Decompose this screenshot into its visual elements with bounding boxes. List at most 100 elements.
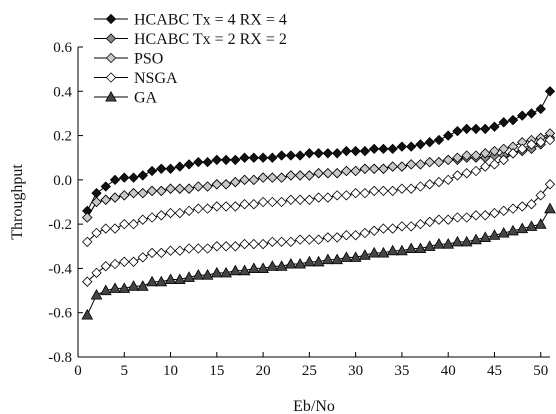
data-point: [91, 187, 102, 199]
data-point: [433, 214, 445, 225]
data-point: [498, 154, 509, 166]
data-point: [470, 123, 482, 135]
data-point: [322, 253, 334, 265]
data-point: [230, 176, 241, 188]
data-point: [341, 190, 352, 201]
legend-label: HCABC Tx = 2 RX = 2: [134, 31, 287, 48]
data-point: [350, 165, 361, 177]
data-point: [202, 181, 213, 192]
data-point: [433, 238, 445, 249]
data-point: [82, 276, 93, 287]
data-point: [461, 168, 472, 179]
data-point: [146, 212, 158, 223]
data-point: [230, 201, 241, 212]
data-point: [174, 245, 185, 256]
data-point: [312, 255, 325, 267]
data-point: [164, 273, 177, 285]
data-point: [470, 210, 482, 221]
data-point: [507, 114, 519, 126]
data-point: [276, 196, 287, 208]
data-point: [81, 308, 94, 320]
data-point: [257, 238, 269, 250]
data-point: [359, 227, 371, 239]
data-point: [331, 232, 343, 243]
data-point: [128, 218, 139, 230]
data-point: [368, 225, 380, 236]
data-point: [136, 280, 149, 291]
data-point: [452, 170, 463, 181]
data-point: [377, 246, 390, 258]
data-point: [331, 253, 344, 265]
data-point: [267, 236, 278, 248]
data-point: [488, 229, 501, 240]
data-point: [183, 243, 195, 254]
data-point: [239, 174, 250, 186]
data-point: [156, 185, 167, 197]
data-point: [368, 246, 381, 258]
data-point: [119, 190, 130, 201]
data-point: [526, 108, 537, 119]
data-point: [146, 275, 158, 287]
data-point: [386, 244, 399, 256]
data-point: [349, 251, 362, 262]
data-point: [423, 240, 436, 251]
series-2: [82, 128, 556, 223]
data-point: [479, 231, 492, 242]
data-point: [82, 212, 93, 223]
data-point: [109, 282, 121, 293]
data-point: [248, 199, 260, 210]
data-point: [443, 174, 454, 186]
data-point: [322, 168, 334, 179]
data-point: [267, 172, 278, 183]
data-point: [378, 185, 389, 197]
legend-label: PSO: [134, 51, 163, 68]
axes: -0.8 -0.6 -0.4 -0.2 0.0 0.2 0.4 0.6 0 5 10 15 20 25 30…: [48, 40, 550, 379]
data-point: [359, 163, 371, 174]
data-point: [451, 235, 464, 247]
data-point: [405, 242, 418, 254]
data-point: [368, 143, 380, 155]
data-point: [211, 179, 222, 190]
data-point: [387, 185, 398, 197]
data-point: [267, 152, 278, 163]
legend-item: NSGA: [94, 70, 178, 87]
data-point: [257, 152, 269, 163]
data-point: [239, 238, 250, 250]
data-point: [322, 148, 334, 159]
data-point: [100, 181, 111, 192]
x-tick-label: 10: [163, 363, 178, 379]
data-point: [517, 143, 528, 155]
legend-marker: [105, 90, 117, 102]
data-point: [90, 288, 103, 300]
data-point: [331, 148, 343, 159]
data-point: [284, 257, 297, 269]
data-point: [285, 170, 297, 181]
data-point: [183, 205, 195, 217]
data-point: [109, 174, 121, 186]
data-point: [276, 150, 287, 161]
data-point: [498, 143, 509, 155]
data-point: [165, 207, 176, 219]
data-point: [304, 194, 315, 205]
x-tick-label: 25: [302, 363, 317, 379]
data-point: [396, 244, 408, 256]
data-point: [460, 235, 473, 247]
data-point: [443, 154, 454, 166]
data-point: [313, 168, 324, 179]
data-point: [424, 156, 435, 168]
data-point: [211, 201, 222, 212]
data-point: [91, 227, 102, 239]
legend-marker: [105, 52, 117, 64]
data-point: [257, 196, 269, 208]
y-tick-label: -0.2: [48, 217, 72, 233]
data-point: [146, 185, 158, 197]
data-point: [535, 103, 546, 115]
data-point: [192, 269, 205, 280]
data-point: [247, 262, 260, 273]
data-point: [313, 148, 324, 159]
data-point: [507, 148, 519, 159]
data-point: [526, 199, 537, 210]
x-tick-label: 15: [209, 363, 224, 379]
data-point: [109, 223, 121, 234]
data-point: [544, 86, 556, 97]
